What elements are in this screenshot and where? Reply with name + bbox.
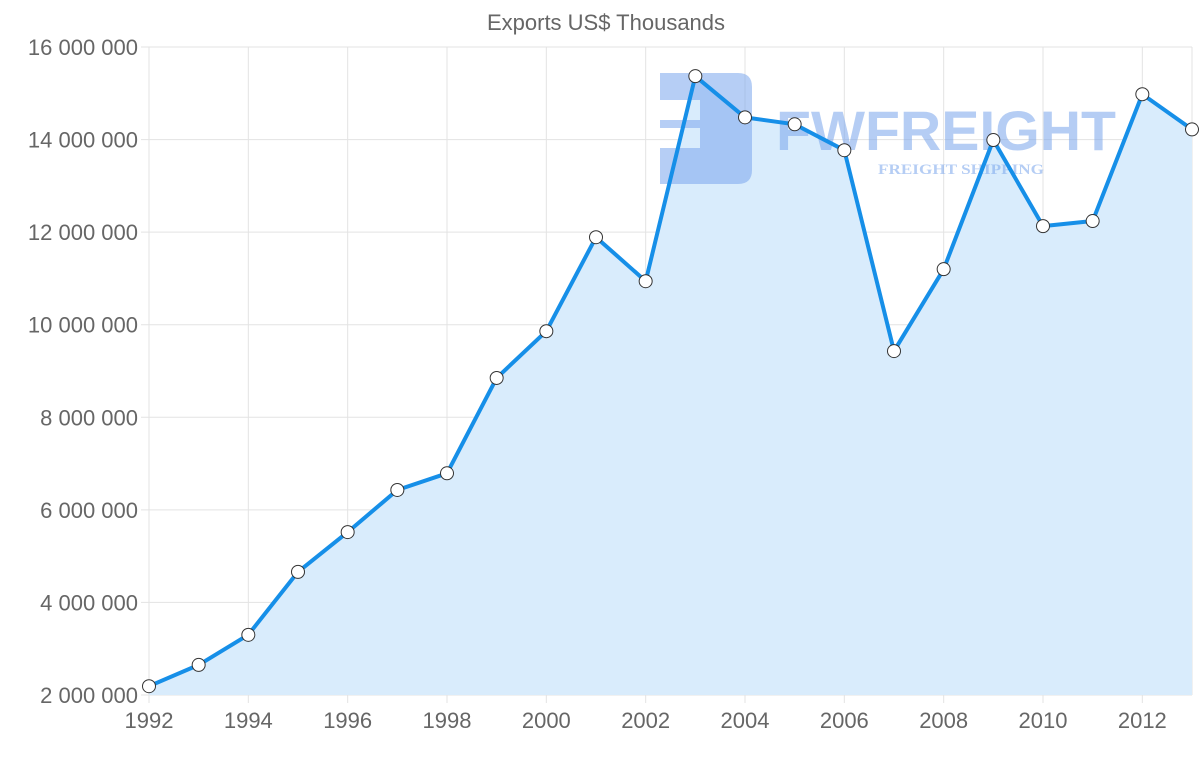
y-axis-labels: 2 000 000 4 000 000 6 000 000 8 000 000 10 0…	[28, 35, 138, 708]
data-point[interactable]	[638, 274, 653, 289]
area-fill	[149, 76, 1192, 695]
x-tick-label: 2000	[522, 708, 571, 733]
watermark-logo: FWFREIGHT FREIGHT SHIPPING	[660, 73, 1116, 184]
data-point[interactable]	[738, 110, 752, 125]
data-point[interactable]	[1085, 214, 1100, 229]
data-point[interactable]	[340, 525, 355, 540]
y-tick-label: 6 000 000	[40, 498, 138, 523]
x-tick-label: 2008	[919, 708, 968, 733]
x-tick-label: 2006	[820, 708, 869, 733]
data-point[interactable]	[1135, 87, 1150, 102]
x-axis-labels: 1992 1994 1996 1998 2000 2002 2004 2006 2008 2010…	[125, 708, 1167, 733]
fwfreight-logo-icon	[660, 73, 752, 184]
data-point[interactable]	[936, 262, 951, 277]
data-point[interactable]	[440, 466, 454, 481]
x-tick-label: 1992	[125, 708, 174, 733]
y-tick-label: 4 000 000	[40, 590, 138, 615]
x-tick-label: 2010	[1019, 708, 1068, 733]
x-tick-label: 2012	[1118, 708, 1167, 733]
data-point[interactable]	[390, 482, 405, 497]
y-tick-label: 2 000 000	[40, 683, 138, 708]
data-point[interactable]	[191, 657, 206, 672]
data-point[interactable]	[986, 133, 1001, 148]
chart-title: Exports US$ Thousands	[487, 10, 725, 35]
data-point[interactable]	[539, 324, 554, 339]
data-point[interactable]	[142, 679, 156, 694]
data-points	[142, 69, 1199, 694]
watermark-tagline: FREIGHT SHIPPING	[878, 162, 1044, 178]
data-point[interactable]	[489, 370, 504, 385]
watermark-brand-text: FWFREIGHT	[776, 99, 1116, 162]
y-tick-label: 8 000 000	[40, 405, 138, 430]
x-tick-label: 2004	[721, 708, 770, 733]
data-point[interactable]	[787, 117, 802, 132]
data-point[interactable]	[291, 564, 305, 579]
data-point[interactable]	[837, 143, 852, 158]
x-tick-label: 2002	[621, 708, 670, 733]
x-tick-label: 1996	[323, 708, 372, 733]
data-point[interactable]	[688, 69, 703, 84]
x-tick-label: 1998	[423, 708, 472, 733]
y-tick-label: 16 000 000	[28, 35, 138, 60]
data-point[interactable]	[589, 230, 603, 245]
y-tick-label: 12 000 000	[28, 220, 138, 245]
data-point[interactable]	[1036, 219, 1050, 234]
y-tick-label: 10 000 000	[28, 313, 138, 338]
y-tick-label: 14 000 000	[28, 128, 138, 153]
data-point[interactable]	[1185, 122, 1199, 137]
data-point[interactable]	[887, 344, 901, 359]
data-line	[147, 74, 1194, 689]
x-tick-label: 1994	[224, 708, 273, 733]
data-point[interactable]	[241, 627, 256, 642]
